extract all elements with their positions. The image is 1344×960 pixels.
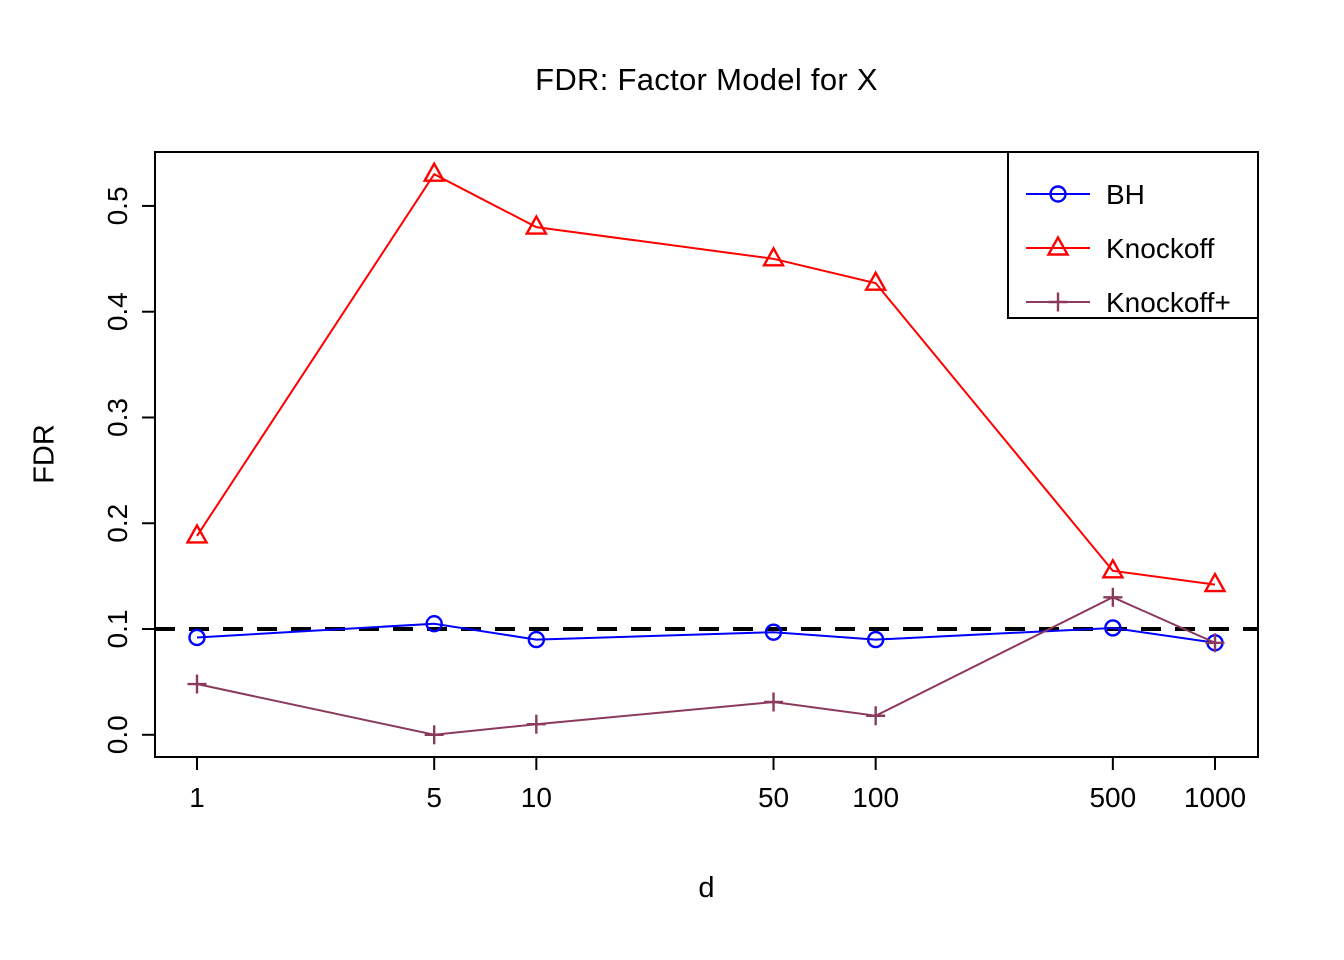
x-axis-title: d bbox=[698, 872, 715, 904]
x-tick-label: 100 bbox=[852, 782, 899, 813]
data-point-marker bbox=[864, 270, 888, 291]
x-tick-label: 500 bbox=[1089, 782, 1136, 813]
data-point-marker bbox=[866, 630, 885, 649]
data-point-marker bbox=[425, 615, 443, 633]
x-tick-label: 5 bbox=[426, 782, 442, 813]
x-tick-label: 1000 bbox=[1184, 782, 1246, 813]
y-tick-label: 0.2 bbox=[102, 504, 133, 543]
y-tick-label: 0.1 bbox=[102, 610, 133, 649]
y-tick-label: 0.3 bbox=[102, 398, 133, 437]
series-knockoffplus bbox=[187, 587, 1225, 745]
legend-label: Knockoff bbox=[1106, 233, 1215, 264]
legend: BH Knockoff Knockoff+ bbox=[1007, 151, 1259, 319]
series-knockoff bbox=[185, 161, 1227, 593]
plot-border bbox=[154, 151, 1259, 758]
legend-entry-knockoffplus: Knockoff+ bbox=[1026, 287, 1231, 318]
y-tick-label: 0.4 bbox=[102, 292, 133, 331]
legend-label: Knockoff+ bbox=[1106, 287, 1231, 318]
data-point-marker bbox=[1101, 557, 1125, 579]
x-tick-label: 10 bbox=[521, 782, 552, 813]
chart-title: FDR: Factor Model for X bbox=[535, 62, 878, 97]
data-point-marker bbox=[764, 623, 783, 641]
legend-marker bbox=[1049, 185, 1067, 203]
series-line bbox=[196, 622, 1216, 644]
y-tick-label: 0.0 bbox=[102, 715, 133, 754]
legend-entry-knockoff: Knockoff bbox=[1026, 233, 1215, 264]
y-tick-label: 0.5 bbox=[102, 186, 133, 225]
series-line bbox=[196, 596, 1216, 736]
data-point-marker bbox=[188, 628, 206, 647]
series-line bbox=[196, 172, 1216, 586]
data-point-marker bbox=[1104, 619, 1122, 637]
legend-entry-bh: BH bbox=[1026, 179, 1145, 210]
data-point-marker bbox=[761, 245, 786, 267]
x-tick-label: 50 bbox=[758, 782, 789, 813]
data-point-marker bbox=[527, 630, 546, 649]
data-point-marker bbox=[1203, 571, 1227, 593]
data-point-marker bbox=[185, 522, 209, 544]
series-bh bbox=[188, 615, 1224, 652]
data-point-marker bbox=[422, 161, 446, 182]
legend-label: BH bbox=[1106, 179, 1145, 210]
legend-marker bbox=[1046, 235, 1070, 256]
data-point-marker bbox=[524, 214, 548, 235]
x-tick-label: 1 bbox=[189, 782, 205, 813]
y-axis-title: FDR bbox=[28, 424, 61, 484]
legend-border bbox=[1007, 151, 1259, 319]
